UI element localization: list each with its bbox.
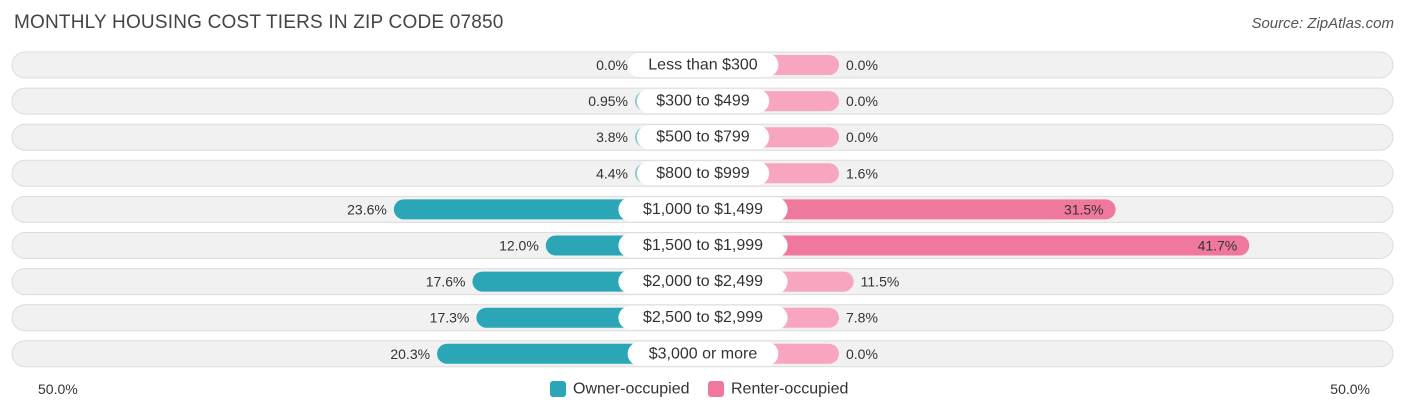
renter-value-label: 1.6% xyxy=(846,165,878,181)
renter-value-label: 11.5% xyxy=(861,274,900,290)
renter-value-label: 0.0% xyxy=(846,93,878,109)
category-label: $2,000 to $2,499 xyxy=(643,273,763,290)
owner-value-label: 0.0% xyxy=(596,57,628,73)
owner-value-label: 17.6% xyxy=(426,274,466,290)
category-pill xyxy=(618,269,788,294)
category-pill xyxy=(618,305,788,330)
category-label: Less than $300 xyxy=(648,57,758,74)
axis-right-label: 50.0% xyxy=(1330,381,1370,397)
category-label: $800 to $999 xyxy=(656,165,750,182)
category-pill xyxy=(627,341,779,366)
category-pill xyxy=(636,89,770,114)
renter-value-label: 31.5% xyxy=(1064,201,1104,217)
category-pill xyxy=(636,125,770,150)
renter-value-label: 0.0% xyxy=(846,346,878,362)
legend-renter-swatch xyxy=(708,381,724,397)
category-label: $1,500 to $1,999 xyxy=(643,237,763,254)
category-pill xyxy=(618,233,788,258)
chart-source: Source: ZipAtlas.com xyxy=(1251,15,1394,32)
owner-value-label: 17.3% xyxy=(430,310,470,326)
chart-title: MONTHLY HOUSING COST TIERS IN ZIP CODE 0… xyxy=(14,12,504,33)
owner-value-label: 4.4% xyxy=(596,165,628,181)
renter-bar xyxy=(703,199,1116,220)
owner-value-label: 3.8% xyxy=(596,129,628,145)
category-label: $300 to $499 xyxy=(656,93,750,110)
category-pill xyxy=(636,161,770,186)
category-pill xyxy=(618,197,788,222)
renter-value-label: 7.8% xyxy=(846,310,878,326)
legend-renter-label: Renter-occupied xyxy=(731,381,848,398)
owner-value-label: 23.6% xyxy=(347,201,387,217)
category-label: $2,500 to $2,999 xyxy=(643,309,763,326)
renter-value-label: 41.7% xyxy=(1198,238,1238,254)
renter-value-label: 0.0% xyxy=(846,57,878,73)
category-label: $500 to $799 xyxy=(656,129,750,146)
owner-value-label: 12.0% xyxy=(499,238,539,254)
category-label: $3,000 or more xyxy=(649,345,758,362)
legend-owner-label: Owner-occupied xyxy=(573,381,690,398)
owner-value-label: 0.95% xyxy=(588,93,628,109)
renter-bar xyxy=(703,235,1250,256)
renter-value-label: 0.0% xyxy=(846,129,878,145)
category-label: $1,000 to $1,499 xyxy=(643,201,763,218)
legend-owner-swatch xyxy=(550,381,566,397)
owner-value-label: 20.3% xyxy=(390,346,430,362)
category-pill xyxy=(627,53,779,77)
axis-left-label: 50.0% xyxy=(38,381,78,397)
